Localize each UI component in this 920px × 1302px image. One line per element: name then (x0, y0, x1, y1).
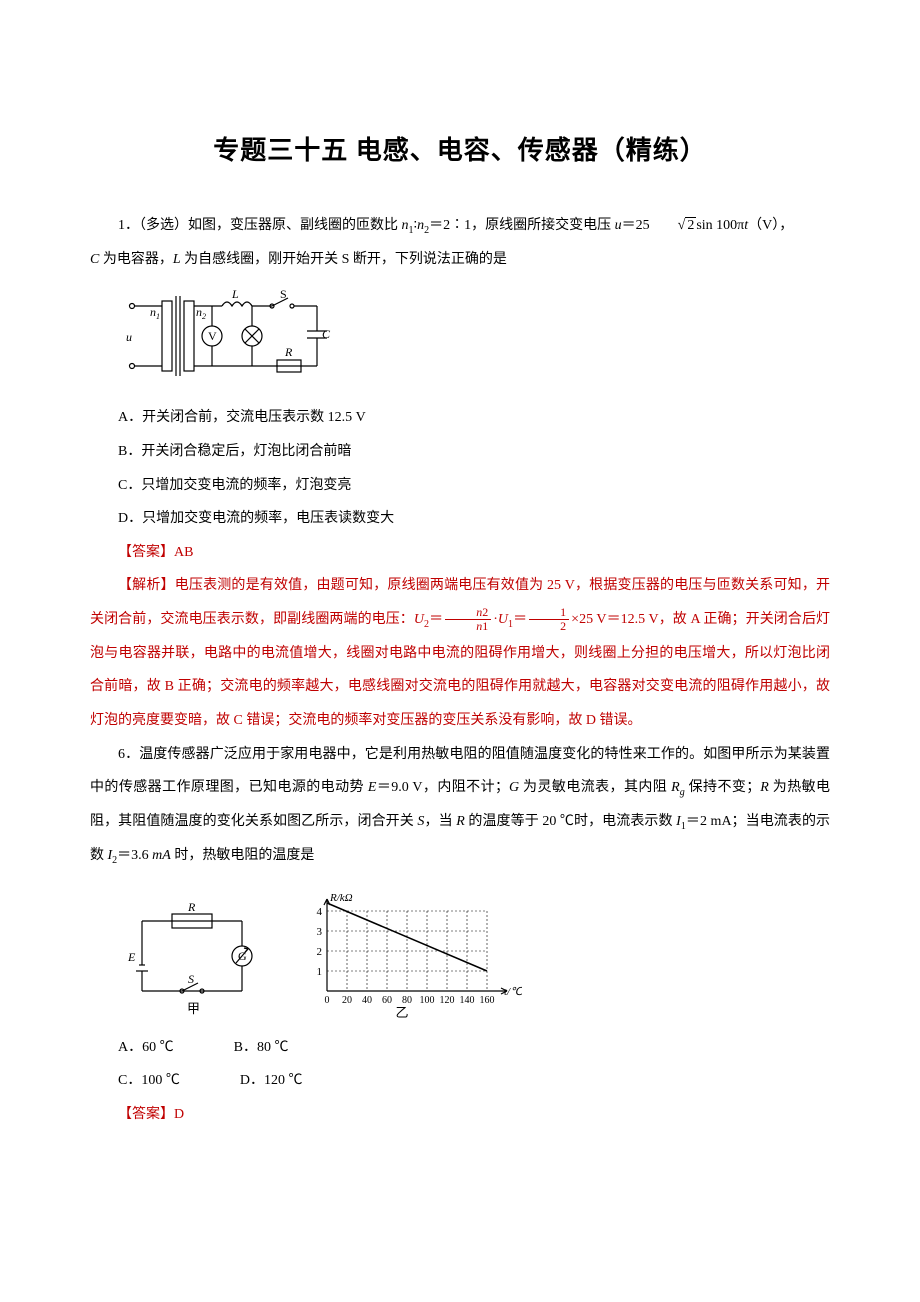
sqrt-2: √2 (650, 209, 697, 243)
q1-optB: B．开关闭合稳定后，灯泡比闭合前暗 (90, 435, 830, 469)
q1-eq-right: sin 100π (696, 218, 744, 233)
q1-explanation: 【解析】电压表测的是有效值，由题可知，原线圈两端电压有效值为 25 V，根据变压… (90, 569, 830, 737)
q1-stem-line2: C 为电容器，L 为自感线圈，刚开始开关 S 断开，下列说法正确的是 (90, 243, 830, 277)
q6-stem-i: ＝3.6 (117, 848, 152, 863)
q6-optC: C．100 ℃ (118, 1073, 180, 1088)
q1-circuit-svg: n1 n2 u L S V R C (122, 286, 332, 386)
q6-stem-g: 的温度等于 20 ℃时，电流表示数 (465, 814, 676, 829)
q6-chart-svg: R/kΩ t/℃ (292, 891, 522, 1021)
lbl-R: R (284, 345, 293, 359)
q1-stem-prefix: 1．（多选）如图，变压器原、副线圈的匝数比 (118, 218, 402, 233)
sub-U2: 2 (424, 619, 429, 630)
var-R3: R (456, 814, 465, 829)
ytick-4: 4 (317, 906, 323, 918)
lbl-yi: 乙 (395, 1005, 408, 1020)
xtick-60: 60 (382, 995, 392, 1006)
var-mA: mA (152, 848, 171, 863)
var-Rg: Rg (671, 780, 685, 795)
q6-stem: 6．温度传感器广泛应用于家用电器中，它是利用热敏电阻的阻值随温度变化的特性来工作… (90, 738, 830, 873)
q6-ans-label: 【答案】 (118, 1107, 174, 1122)
q6-stem-d: 保持不变； (685, 780, 761, 795)
ytick-2: 2 (317, 946, 323, 958)
xtick-40: 40 (362, 995, 372, 1006)
q6-optA: A．60 ℃ (118, 1040, 174, 1055)
var-U1: U (498, 612, 508, 627)
q1-line2b: 为自感线圈，刚开始开关 S 断开，下列说法正确的是 (181, 252, 507, 267)
q1-ans-val: AB (174, 545, 193, 560)
q1-optC: C．只增加交变电流的频率，灯泡变亮 (90, 469, 830, 503)
q6-stem-j: 时，热敏电阻的温度是 (171, 848, 315, 863)
lbl2-E: E (127, 950, 136, 964)
q1-optA: A．开关闭合前，交流电压表示数 12.5 V (90, 401, 830, 435)
ytick-3: 3 (317, 926, 323, 938)
q1-line2a: 为电容器， (99, 252, 173, 267)
q1-answer: 【答案】AB (90, 536, 830, 570)
var-C: C (90, 252, 99, 267)
ytick-1: 1 (317, 966, 323, 978)
q6-figures: R G E S 甲 R/kΩ t/℃ (122, 891, 830, 1021)
q6-stem-b: ＝9.0 V，内阻不计； (376, 780, 509, 795)
lbl2-S: S (188, 972, 194, 986)
q6-stem-c: 为灵敏电流表，其内阻 (519, 780, 671, 795)
q6-ans-val: D (174, 1107, 184, 1122)
lbl-V: V (208, 329, 217, 343)
q6-opts-row2: C．100 ℃ D．120 ℃ (90, 1064, 830, 1098)
var-R2: R (760, 780, 769, 795)
q6-answer: 【答案】D (90, 1098, 830, 1132)
q1-optD: D．只增加交变电流的频率，电压表读数变大 (90, 502, 830, 536)
var-u: u (615, 218, 622, 233)
xtick-160: 160 (480, 995, 495, 1006)
frac-n2n1: n2n1 (445, 606, 491, 633)
q6-opts-row1: A．60 ℃ B．80 ℃ (90, 1031, 830, 1065)
chart-xlabel: t/℃ (504, 986, 522, 998)
lbl2-R: R (187, 901, 196, 914)
var-U2: U (414, 612, 424, 627)
q6-optB: B．80 ℃ (234, 1040, 289, 1055)
q1-ans-label: 【答案】 (118, 545, 174, 560)
q1-exp-label: 【解析】 (118, 578, 175, 593)
xtick-0: 0 (325, 995, 330, 1006)
sub-U1: 1 (508, 619, 513, 630)
var-L: L (173, 252, 181, 267)
xtick-100: 100 (420, 995, 435, 1006)
lbl-n2: n2 (196, 305, 206, 321)
xtick-20: 20 (342, 995, 352, 1006)
q1-stem-line1: 1．（多选）如图，变压器原、副线圈的匝数比 n1∶n2＝2∶1，原线圈所接交变电… (90, 209, 830, 243)
sub-1: 1 (409, 225, 414, 236)
q6-circuit-svg: R G E S 甲 (122, 901, 262, 1021)
var-n1: n (402, 218, 409, 233)
lbl-L: L (231, 287, 239, 301)
page-title: 专题三十五 电感、电容、传感器（精练） (90, 130, 830, 167)
lbl-S: S (280, 287, 287, 301)
var-G: G (509, 780, 519, 795)
q1-circuit: n1 n2 u L S V R C (122, 286, 830, 391)
lbl-u: u (126, 330, 132, 344)
lbl-jia: 甲 (187, 1001, 200, 1016)
frac-12: 12 (529, 606, 569, 633)
page: 专题三十五 电感、电容、传感器（精练） 1．（多选）如图，变压器原、副线圈的匝数… (0, 0, 920, 1302)
q6-optD: D．120 ℃ (240, 1073, 303, 1088)
lbl-n1: n1 (150, 305, 160, 321)
chart-ylabel: R/kΩ (329, 892, 353, 904)
q1-ratio-tail: ＝2∶1，原线圈所接交变电压 (429, 218, 615, 233)
lbl-C: C (322, 327, 331, 341)
xtick-120: 120 (440, 995, 455, 1006)
xtick-140: 140 (460, 995, 475, 1006)
q6-stem-f: ，当 (424, 814, 456, 829)
q1-eq-tail: （V）， (748, 218, 793, 233)
lbl2-G: G (238, 949, 247, 963)
